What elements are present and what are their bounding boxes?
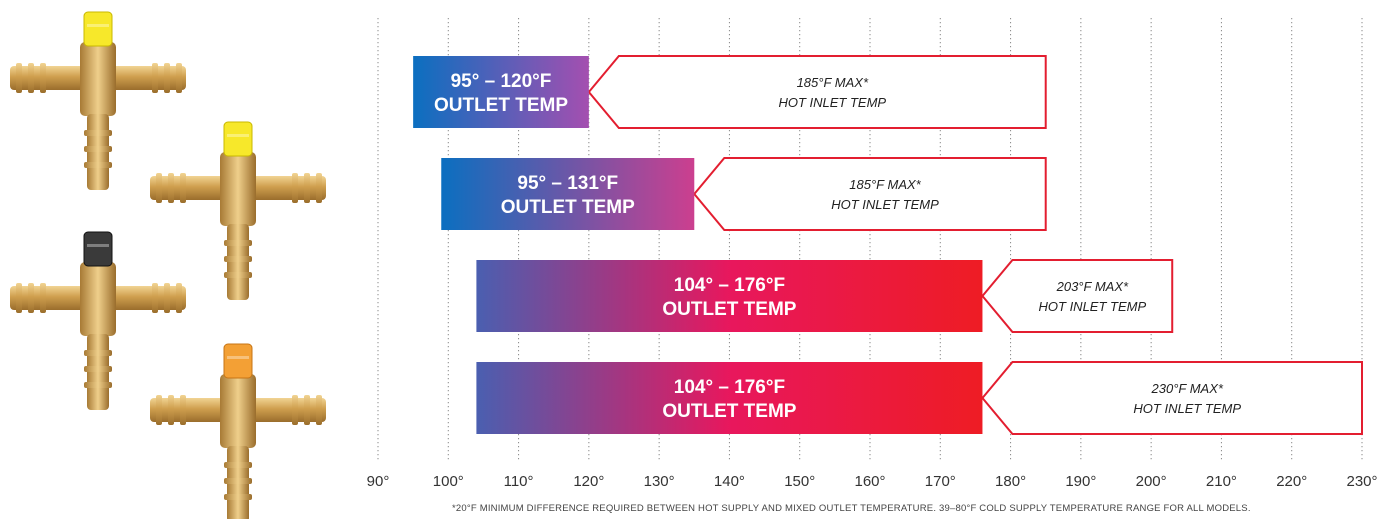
bar-outlet-label-2: OUTLET TEMP: [501, 197, 635, 218]
max-inlet-arrow-3: [981, 259, 1174, 333]
x-tick-label-210: 210°: [1206, 473, 1237, 490]
bar-range-label-3: 104° – 176°F: [674, 275, 785, 296]
x-tick-label-90: 90°: [367, 473, 390, 490]
x-tick-label-230: 230°: [1346, 473, 1377, 490]
outlet-range-bar-2: [441, 158, 695, 230]
x-tick-label-150: 150°: [784, 473, 815, 490]
x-tick-label-110: 110°: [504, 473, 534, 490]
x-axis-ticks: 90° 100° 110° 120° 130° 140° 150° 160° 170° 180° 1…: [367, 473, 1378, 490]
bar-outlet-label-4: OUTLET TEMP: [662, 401, 796, 422]
range-bars: 95° – 120°F OUTLET TEMP 185°F MAX* HOT INLE…: [413, 55, 1363, 435]
mixing-valve-orange: [150, 343, 326, 519]
x-tick-label-100: 100°: [433, 473, 464, 490]
max-inlet-label-3: 203°F MAX*: [1056, 279, 1129, 294]
x-tick-label-220: 220°: [1276, 473, 1307, 490]
x-tick-label-190: 190°: [1065, 473, 1096, 490]
max-inlet-arrow-1: [587, 55, 1047, 129]
mixing-valve-yellow-1: [10, 11, 186, 190]
bar-range-label-1: 95° – 120°F: [451, 71, 552, 92]
x-tick-label-160: 160°: [854, 473, 885, 490]
x-tick-label-180: 180°: [995, 473, 1026, 490]
mixing-valve-black: [10, 231, 186, 410]
hot-inlet-label-3: HOT INLET TEMP: [1039, 299, 1147, 314]
hot-inlet-label-4: HOT INLET TEMP: [1133, 401, 1241, 416]
bar-range-label-2: 95° – 131°F: [517, 173, 618, 194]
footnote: *20°F MINIMUM DIFFERENCE REQUIRED BETWEE…: [452, 503, 1251, 514]
max-inlet-arrow-2: [692, 157, 1047, 231]
x-tick-label-130: 130°: [644, 473, 675, 490]
bar-outlet-label-3: OUTLET TEMP: [662, 299, 796, 320]
outlet-range-bar-1: [413, 56, 589, 128]
hot-inlet-label-1: HOT INLET TEMP: [778, 95, 886, 110]
max-inlet-label-1: 185°F MAX*: [797, 75, 869, 90]
x-tick-label-120: 120°: [573, 473, 604, 490]
mixing-valve-yellow-2: [150, 121, 326, 300]
outlet-range-bar-4: [476, 362, 983, 434]
x-tick-label-170: 170°: [925, 473, 956, 490]
max-inlet-label-2: 185°F MAX*: [849, 177, 921, 192]
hot-inlet-label-2: HOT INLET TEMP: [831, 197, 939, 212]
product-images: [10, 11, 326, 519]
outlet-range-bar-3: [476, 260, 983, 332]
bar-range-label-4: 104° – 176°F: [674, 377, 785, 398]
bar-outlet-label-1: OUTLET TEMP: [434, 95, 568, 116]
x-tick-label-200: 200°: [1136, 473, 1167, 490]
max-inlet-label-4: 230°F MAX*: [1151, 381, 1224, 396]
x-tick-label-140: 140°: [714, 473, 745, 490]
max-inlet-arrow-4: [981, 361, 1363, 435]
